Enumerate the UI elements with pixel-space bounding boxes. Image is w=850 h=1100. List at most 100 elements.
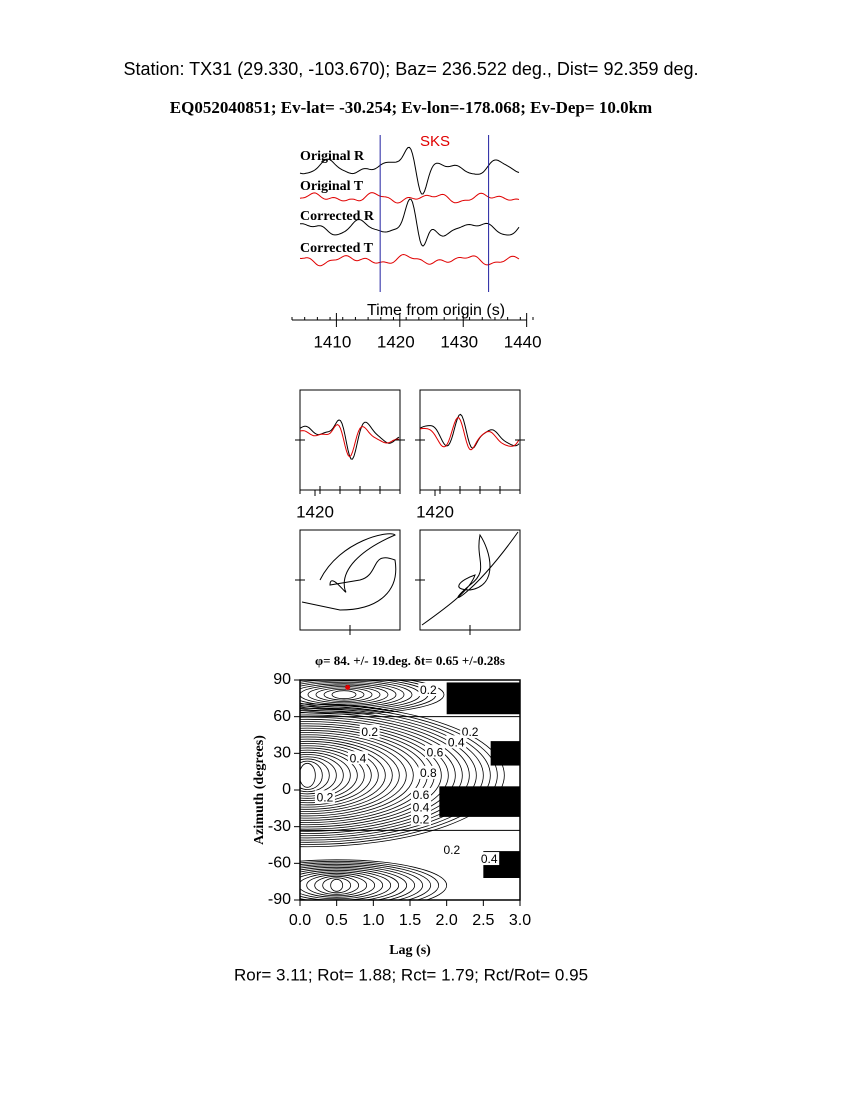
contour-line	[300, 862, 432, 900]
contour-line	[300, 732, 414, 819]
contour-line	[300, 734, 407, 817]
contour-line	[300, 871, 384, 900]
overlay-black	[299, 419, 400, 460]
overlay-red	[419, 417, 520, 451]
contour-label-bg	[446, 735, 467, 749]
contour-line	[300, 747, 365, 804]
contour-line	[300, 743, 379, 808]
contour-label-bg	[347, 751, 368, 765]
footer: Ror= 3.11; Rot= 1.88; Rct= 1.79; Rct/Rot…	[234, 965, 588, 984]
contour-line	[300, 738, 393, 812]
trace-label: Original R	[300, 149, 365, 164]
contour-line	[307, 686, 381, 704]
x-tick-label: 1410	[313, 332, 351, 351]
contour-label-bg	[411, 812, 431, 826]
contour-line	[300, 721, 449, 830]
contour-label: 0.4	[413, 800, 430, 814]
contour-line	[300, 714, 470, 837]
contour-line	[300, 859, 448, 900]
x-tick-label: 1440	[504, 332, 542, 351]
x-tick-label: 0.0	[289, 912, 311, 929]
contour-line	[330, 878, 344, 892]
contour-line	[300, 705, 498, 845]
contour-line	[300, 868, 400, 900]
contour-label-bg	[424, 745, 445, 759]
contour-label-bg	[460, 724, 481, 738]
x-tick-label: 1420	[296, 502, 334, 521]
y-tick-label: -30	[268, 818, 291, 835]
contour-line	[300, 756, 337, 795]
contour-line	[300, 762, 316, 788]
x-tick-label: 1.5	[399, 912, 421, 929]
particle-motion	[301, 533, 397, 611]
plot-title: φ= 84. +/- 19.deg. δt= 0.65 +/-0.28s	[315, 653, 505, 668]
contour-label: 0.4	[448, 736, 465, 750]
contour-line	[300, 703, 505, 848]
contour-line	[300, 751, 351, 799]
dense-region	[490, 741, 520, 766]
contour-line	[314, 875, 360, 895]
contour-line	[300, 684, 389, 705]
contour-line	[300, 863, 424, 900]
y-tick-label: -90	[268, 891, 291, 908]
x-tick-label: 1.0	[362, 912, 384, 929]
x-tick-label: 2.5	[472, 912, 494, 929]
y-tick-label: 90	[273, 671, 291, 688]
contour-label: 0.2	[443, 843, 460, 857]
trace	[299, 192, 520, 204]
x-axis-label: Time from origin (s)	[367, 302, 505, 319]
contour-line	[300, 707, 491, 843]
contour-label: 0.6	[427, 745, 444, 759]
contour-label: 0.4	[350, 751, 367, 765]
contour-label-bg	[411, 787, 431, 801]
contour-label-bg	[441, 842, 462, 856]
station-line: Station: TX31 (29.330, -103.670); Baz= 2…	[123, 59, 698, 79]
contour-line	[300, 754, 344, 797]
trace-label: Corrected T	[300, 241, 374, 256]
y-tick-label: 0	[282, 781, 291, 798]
contour-label-bg	[479, 852, 500, 866]
contour-label: 0.2	[361, 725, 378, 739]
contour-line	[300, 860, 440, 900]
contour-label: 0.2	[413, 813, 430, 827]
contour-label: 0.2	[420, 683, 437, 697]
y-tick-label: -60	[268, 855, 291, 872]
contour-line	[315, 687, 373, 702]
contour-line	[300, 740, 386, 810]
contour-line	[331, 690, 357, 700]
contour-line	[300, 866, 408, 900]
x-tick-label: 0.5	[326, 912, 348, 929]
dense-region	[446, 682, 520, 715]
trace	[299, 146, 520, 195]
contour-line	[300, 758, 330, 793]
trace-label: Original T	[300, 179, 364, 194]
contour-line	[323, 688, 365, 701]
contour-line	[300, 680, 413, 709]
contour-line	[300, 760, 323, 790]
trace	[300, 198, 520, 247]
phase-label: SKS	[420, 133, 450, 150]
x-tick-label: 3.0	[509, 912, 531, 929]
contour-line	[300, 723, 442, 828]
trace-label: Corrected R	[300, 209, 375, 224]
contour-line	[300, 736, 400, 815]
x-axis-label: Lag (s)	[389, 943, 431, 958]
contour-line	[300, 872, 376, 898]
x-tick-label: 1420	[377, 332, 415, 351]
contour-label-bg	[411, 800, 431, 814]
contour-line	[300, 865, 416, 900]
contour-line	[300, 718, 456, 832]
x-tick-label: 1430	[440, 332, 478, 351]
contour-label: 0.2	[317, 791, 334, 805]
overlay-black	[419, 413, 520, 449]
contour-label: 0.4	[481, 852, 498, 866]
contour-label-bg	[314, 790, 335, 804]
contour-line	[300, 710, 484, 841]
event-line: EQ052040851; Ev-lat= -30.254; Ev-lon=-17…	[170, 98, 652, 117]
contour-label-bg	[359, 724, 380, 738]
contour-label-bg	[418, 765, 439, 779]
contour-line	[300, 745, 372, 806]
overlay-red	[299, 424, 400, 458]
y-tick-label: 30	[273, 745, 291, 762]
